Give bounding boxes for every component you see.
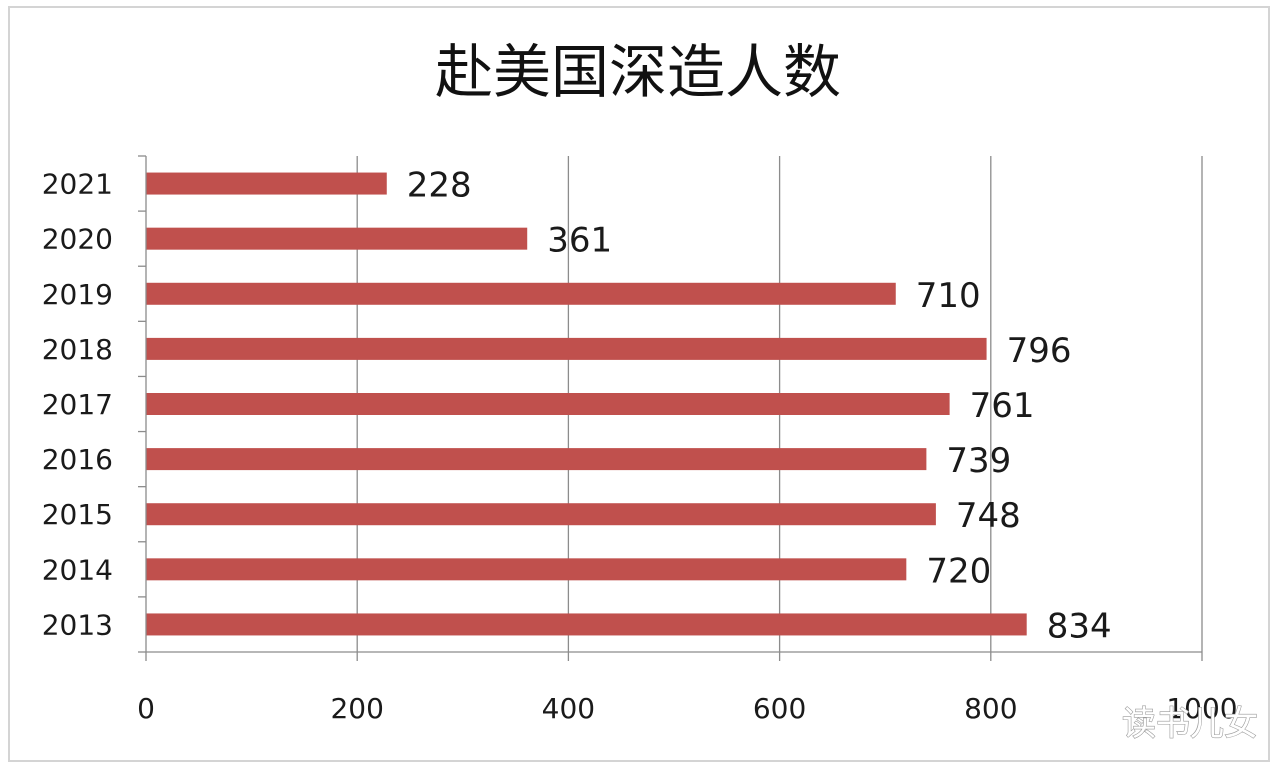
data-label: 834 [1047,606,1112,646]
x-tick-label: 0 [137,692,155,725]
y-tick-label: 2016 [42,443,113,476]
y-tick-label: 2017 [42,388,113,421]
data-label: 361 [547,221,612,261]
bar [146,558,907,581]
bar [146,448,927,471]
data-label: 796 [1007,331,1072,371]
x-tick-label: 200 [330,692,383,725]
chart-title: 赴美国深造人数 [435,38,841,106]
bar [146,172,387,195]
bar [146,503,936,526]
bar [146,227,528,250]
data-label: 710 [916,276,981,316]
x-tick-label: 800 [964,692,1017,725]
bar [146,282,896,305]
watermark-text: 读书儿女 [1122,704,1258,744]
data-label: 748 [956,496,1021,536]
data-labels: 228 361 710 796 761 739 748 720 834 [407,166,1112,647]
y-tick-label: 2018 [42,333,113,366]
bar [146,337,987,360]
x-tick-label: 1000 [1166,692,1237,725]
y-tick-label: 2020 [42,223,113,256]
y-tick-label: 2019 [42,278,113,311]
chart-frame [8,6,1270,762]
data-label: 761 [970,386,1035,426]
y-tick-label: 2014 [42,553,113,586]
y-tick-label: 2021 [42,168,113,201]
y-tick-label: 2013 [42,608,113,641]
data-label: 720 [926,551,991,591]
data-label: 739 [946,441,1011,481]
bar [146,393,950,415]
x-tick-label: 600 [753,692,806,725]
y-tick-label: 2015 [42,498,113,531]
bar [146,613,1027,636]
x-tick-label: 400 [542,692,595,725]
axes: 0 200 400 600 800 1000 2021 2020 2019 2018 2017 201… [42,155,1238,725]
data-label: 228 [407,166,472,206]
bars [146,172,1027,636]
